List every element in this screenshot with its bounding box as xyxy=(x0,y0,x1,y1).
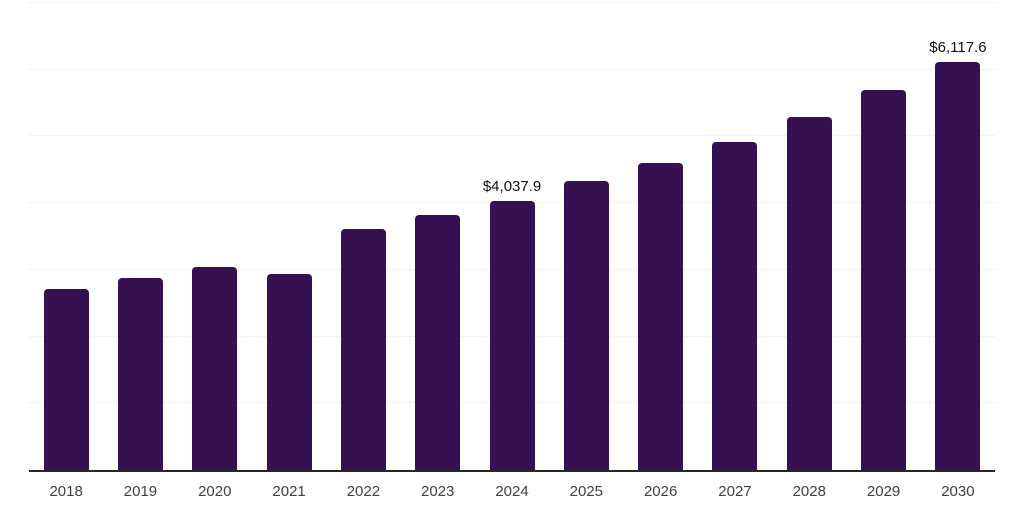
bar-band-2025 xyxy=(549,3,623,470)
bar-band-2022 xyxy=(326,3,400,470)
bar-2021 xyxy=(266,273,312,470)
bar-band-2023 xyxy=(401,3,475,470)
x-axis-label-2028: 2028 xyxy=(792,483,826,500)
gridline-5000 xyxy=(29,135,995,137)
x-axis-label-2019: 2019 xyxy=(123,483,158,500)
x-axis-labels: 2018 2019 2020 2021 2022 2023 2024 2025 2026 2027… xyxy=(29,483,995,501)
x-axis-label-2030: 2030 xyxy=(941,483,975,500)
bar-2024: $4,037.9 xyxy=(483,179,541,470)
bar-band-2020 xyxy=(178,3,252,470)
bar-band-2021 xyxy=(252,3,326,470)
bar-2027 xyxy=(712,141,758,470)
x-axis-label-2026: 2026 xyxy=(643,483,678,500)
plot-area: $4,037.9 $6,117.6 xyxy=(29,2,995,470)
bar-2026 xyxy=(638,163,684,470)
x-axis-label-2029: 2029 xyxy=(866,483,901,500)
bar-band-2019 xyxy=(103,3,177,470)
bar-2022 xyxy=(340,229,386,470)
gridline-6000 xyxy=(29,68,995,70)
bars: $4,037.9 $6,117.6 xyxy=(29,3,995,470)
x-axis-label-2024: 2024 xyxy=(495,483,529,500)
bar-band-2030: $6,117.6 xyxy=(921,3,995,470)
bar-band-2029 xyxy=(846,3,920,470)
bar-2029 xyxy=(861,90,907,470)
bar-2025 xyxy=(563,181,609,470)
bar-2018 xyxy=(43,288,89,470)
x-axis-label-2027: 2027 xyxy=(718,483,752,500)
x-axis-line xyxy=(29,470,995,472)
x-axis-label-2021: 2021 xyxy=(272,483,306,500)
bar-band-2024: $4,037.9 xyxy=(475,3,549,470)
x-axis-label-2025: 2025 xyxy=(569,483,604,500)
bar-band-2018 xyxy=(29,3,103,470)
bar-value-label-2024: $4,037.9 xyxy=(482,178,542,196)
bar-2020 xyxy=(192,266,238,470)
gridline-7000 xyxy=(29,2,995,3)
bar-2023 xyxy=(415,215,461,470)
x-axis-label-2022: 2022 xyxy=(346,483,381,500)
bar-2030: $6,117.6 xyxy=(929,40,987,470)
bar-2019 xyxy=(117,277,163,470)
x-axis-label-2018: 2018 xyxy=(49,483,83,500)
bar-band-2026 xyxy=(624,3,698,470)
bar-value-label-2030: $6,117.6 xyxy=(929,39,987,57)
x-axis-label-2023: 2023 xyxy=(421,483,455,500)
x-axis-label-2020: 2020 xyxy=(198,483,232,500)
bar-2028 xyxy=(786,117,832,470)
bar-band-2028 xyxy=(772,3,846,470)
bar-band-2027 xyxy=(698,3,772,470)
